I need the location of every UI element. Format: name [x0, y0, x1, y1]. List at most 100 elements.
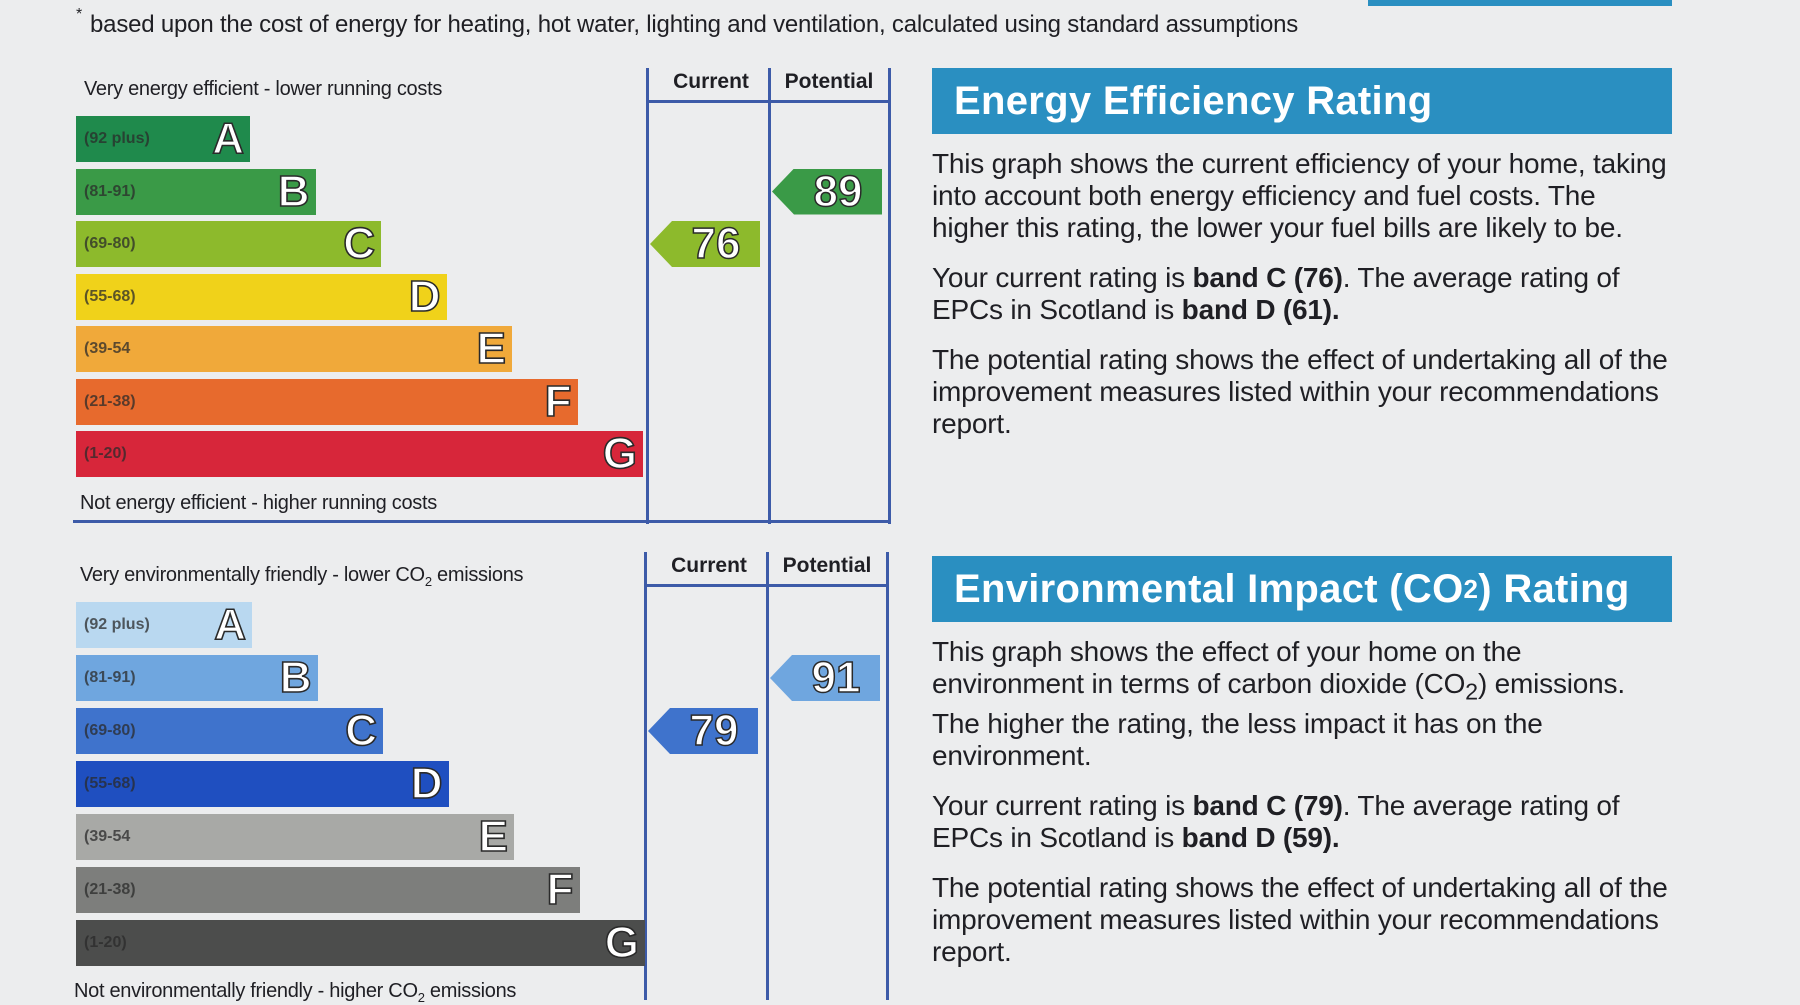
band-letter: G — [604, 918, 640, 967]
column-divider — [888, 68, 891, 524]
title-subscript: 2 — [1463, 573, 1479, 604]
panel-paragraph: This graph shows the effect of your home… — [932, 636, 1672, 772]
paragraph-text: . The average rating of EPCs in Scotland… — [932, 262, 1620, 325]
caption-subscript: 2 — [424, 574, 432, 589]
column-current-header: Current — [673, 70, 749, 93]
chart-top-caption: Very environmentally friendly - lower CO… — [80, 564, 524, 589]
panel-paragraph: This graph shows the current efficiency … — [932, 148, 1667, 243]
panel-paragraph: The potential rating shows the effect of… — [932, 871, 1668, 967]
band-range: (69-80) — [84, 722, 136, 739]
band-letter: C — [344, 706, 377, 755]
band-c: (69-80) C — [76, 708, 383, 754]
band-range: (55-68) — [84, 775, 136, 792]
panel-paragraph: Your current rating is band C (79). The … — [932, 790, 1672, 854]
column-divider — [646, 68, 649, 524]
caption-text: emissions — [431, 564, 524, 586]
band-letter: E — [478, 812, 509, 861]
caption-subscript: 2 — [417, 990, 425, 1005]
energy-efficiency-chart: Very energy efficient - lower running co… — [68, 68, 891, 524]
band-c: (69-80) C — [76, 221, 381, 267]
chart-bottom-rule — [73, 520, 891, 523]
band-letter: A — [211, 114, 244, 163]
current-band-text: band C (76) — [1192, 262, 1343, 293]
current-rating-value: 76 — [691, 219, 741, 268]
band-e: (39-54 E — [76, 814, 514, 860]
column-divider — [644, 552, 647, 1000]
band-letter: F — [544, 376, 572, 426]
current-rating-arrow: 76 — [650, 221, 760, 267]
column-potential-header: Potential — [782, 554, 872, 577]
band-range: (21-38) — [84, 392, 136, 410]
caption-text: Not environmentally friendly - higher CO — [74, 980, 418, 1002]
band-range: (81-91) — [84, 182, 136, 200]
band-f: (21-38) F — [76, 376, 578, 426]
footnote: * based upon the cost of energy for heati… — [76, 6, 1299, 39]
band-range: (92 plus) — [84, 616, 150, 633]
band-d: (55-68) D — [76, 271, 447, 321]
band-letter: F — [546, 865, 574, 914]
column-divider — [766, 552, 769, 1000]
column-divider — [768, 68, 771, 524]
footnote-text: based upon the cost of energy for heatin… — [90, 11, 1299, 38]
band-range: (1-20) — [84, 934, 127, 951]
panel-paragraph: Your current rating is band C (76). The … — [932, 262, 1672, 326]
paragraph-text: Your current rating is — [932, 789, 1193, 821]
footnote-marker: * — [76, 6, 83, 23]
paragraph-text: Your current rating is — [932, 262, 1193, 293]
band-range: (81-91) — [84, 669, 136, 686]
band-a: (92 plus) A — [76, 602, 252, 648]
band-range: (21-38) — [84, 881, 136, 898]
column-divider — [886, 552, 889, 1000]
current-band-text: band C (79) — [1192, 789, 1343, 821]
average-band-text: band D (61). — [1181, 294, 1340, 325]
chart-top-caption: Very energy efficient - lower running co… — [84, 78, 443, 100]
paragraph-text: This graph shows the effect of your home… — [932, 636, 1522, 699]
band-g: (1-20) G — [76, 920, 645, 966]
band-letter: E — [476, 324, 507, 373]
panel-paragraph: The potential rating shows the effect of… — [932, 344, 1668, 439]
environmental-rating-panel: Environmental Impact (CO 2) Rating This g… — [932, 556, 1672, 968]
band-g: (1-20) G — [76, 431, 643, 477]
column-header-rule — [646, 100, 891, 103]
band-range: (55-68) — [84, 287, 136, 305]
caption-text: Very environmentally friendly - lower CO — [80, 564, 425, 586]
band-b: (81-91) B — [76, 166, 316, 216]
band-letter: A — [213, 600, 246, 649]
average-band-text: band D (59). — [1181, 821, 1340, 853]
band-d: (55-68) D — [76, 761, 449, 807]
caption-text: emissions — [424, 980, 517, 1002]
column-header-rule — [644, 584, 889, 587]
band-range: (39-54 — [84, 340, 131, 357]
column-current-header: Current — [671, 554, 747, 577]
band-a: (92 plus) A — [76, 116, 250, 162]
chart-bottom-caption: Not environmentally friendly - higher CO… — [74, 980, 516, 1005]
band-f: (21-38) F — [76, 867, 580, 913]
band-e: (39-54 E — [76, 326, 512, 372]
band-range: (69-80) — [84, 235, 136, 252]
environmental-impact-chart: Very environmentally friendly - lower CO… — [68, 552, 889, 1005]
band-range: (1-20) — [84, 445, 127, 462]
potential-rating-value: 91 — [811, 653, 861, 702]
band-range: (92 plus) — [84, 130, 150, 147]
column-potential-header: Potential — [784, 70, 874, 93]
current-rating-arrow: 79 — [648, 708, 758, 754]
band-range: (39-54 — [84, 828, 131, 845]
potential-rating-value: 89 — [813, 166, 863, 216]
band-letter: B — [277, 166, 310, 216]
title-text: ) Rating — [1478, 566, 1630, 611]
top-accent-bar — [1368, 0, 1672, 6]
band-b: (81-91) B — [76, 655, 318, 701]
band-letter: D — [410, 759, 443, 808]
band-letter: D — [408, 271, 441, 321]
band-letter: G — [602, 429, 638, 478]
title-text: Environmental Impact (CO — [954, 566, 1464, 611]
energy-rating-panel: Energy Efficiency Rating This graph show… — [932, 68, 1672, 440]
potential-rating-arrow: 89 — [772, 166, 882, 216]
paragraph-subscript: 2 — [1465, 678, 1478, 705]
chart-bottom-caption: Not energy efficient - higher running co… — [80, 492, 437, 514]
current-rating-value: 79 — [689, 706, 739, 755]
potential-rating-arrow: 91 — [770, 655, 880, 701]
panel-title: Environmental Impact (CO 2) Rating — [932, 556, 1672, 622]
band-letter: C — [342, 219, 375, 268]
band-letter: B — [279, 653, 312, 702]
